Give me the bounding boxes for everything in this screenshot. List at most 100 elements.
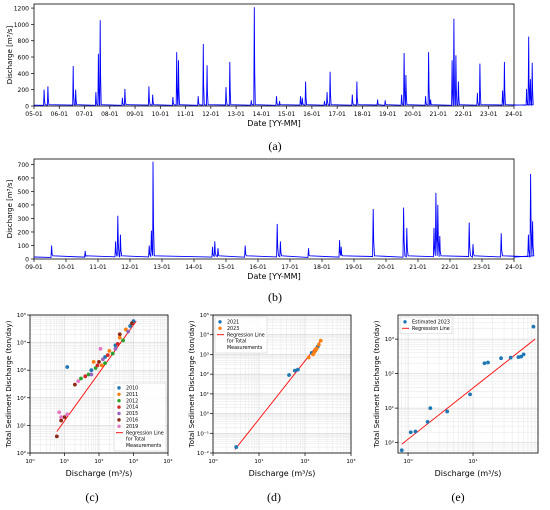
- x-tick-label: 08-01: [101, 111, 119, 118]
- x-tick-label: 10-01: [152, 111, 170, 118]
- x-tick-label: 10¹: [468, 458, 477, 465]
- x-tick-label: 12-01: [202, 111, 220, 118]
- x-tick-label: 07-01: [76, 111, 94, 118]
- panel-e: 10⁰ 10¹ 10⁰ 10¹ 10² 10³ Discharge (m³/s) Total …: [366, 307, 550, 487]
- x-tick-label: 10-01: [57, 264, 75, 271]
- data-point: [531, 324, 536, 329]
- panel-label-c: (c): [85, 490, 99, 504]
- y-tick-label: 600: [18, 175, 30, 182]
- x-tick-label: 10³: [346, 458, 355, 465]
- plot-frame: [212, 314, 352, 454]
- panel-d: 10⁰ 10¹ 10² 10³ 10⁻² 10⁻¹ 10⁰ 10¹ 10² 10³ 10⁴ 10⁵ Di…: [183, 307, 363, 487]
- legend-marker: [117, 386, 121, 390]
- x-tick-label: 20-01: [404, 111, 422, 118]
- data-point: [521, 352, 526, 357]
- data-point: [508, 355, 513, 360]
- data-point: [59, 415, 64, 419]
- x-tick-label: 19-01: [379, 111, 397, 118]
- legend-marker: [117, 392, 121, 396]
- panel-label-d: (d): [267, 490, 281, 504]
- panel-label-b: (b): [268, 290, 282, 304]
- discharge-series-line: [33, 161, 535, 259]
- data-point: [91, 359, 96, 364]
- x-tick-label: 15-01: [217, 264, 235, 271]
- x-tick-label: 24-01: [505, 264, 523, 271]
- x-axis-label: Discharge (m³/s): [66, 469, 133, 478]
- data-point: [287, 373, 291, 377]
- y-tick-label: 200: [18, 87, 30, 94]
- data-point: [54, 434, 59, 439]
- y-tick-label: 10⁵: [17, 312, 26, 319]
- y-axis-label: Total Sediment Discharge (ton/day): [372, 320, 381, 448]
- y-tick-label: 800: [18, 38, 30, 45]
- data-point: [57, 410, 62, 415]
- plot-frame: [397, 314, 539, 454]
- y-tick-label: 10⁻¹: [197, 430, 209, 437]
- x-tick-label: 14-01: [253, 111, 271, 118]
- y-tick-label: 10⁰: [385, 440, 395, 447]
- data-point: [468, 392, 472, 397]
- y-tick-label: 100: [18, 243, 30, 250]
- x-tick-label: 12-01: [121, 264, 139, 271]
- x-tick-label: 10²: [94, 458, 103, 465]
- x-tick-label: 09-01: [126, 111, 144, 118]
- data-point: [428, 406, 433, 411]
- data-point: [292, 368, 297, 373]
- x-tick-label: 16-01: [303, 111, 321, 118]
- y-tick-label: 10²: [17, 395, 26, 402]
- y-axis-label: Discharge [m³/s]: [6, 26, 14, 85]
- legend-label: Regression Line: [126, 430, 164, 436]
- x-tick-label: 13-01: [227, 111, 245, 118]
- data-point: [93, 366, 98, 370]
- legend-label: for Total: [227, 339, 246, 345]
- y-tick-label: 10⁴: [17, 340, 27, 347]
- data-point: [126, 329, 131, 334]
- y-tick-label: 500: [18, 189, 30, 196]
- y-tick-label: 10²: [200, 371, 209, 378]
- x-tick-label: 16-01: [249, 264, 267, 271]
- data-point: [306, 355, 311, 360]
- data-point: [482, 361, 487, 366]
- data-point: [295, 367, 300, 372]
- legend-marker: [117, 411, 121, 416]
- data-point: [79, 376, 83, 381]
- data-point: [62, 415, 67, 419]
- y-tick-label: 10¹: [200, 391, 209, 398]
- legend-box: [399, 316, 453, 335]
- y-tick-label: 300: [18, 216, 30, 223]
- chart-e: 10⁰ 10¹ 10⁰ 10¹ 10² 10³ Discharge (m³/s) Total …: [372, 314, 539, 478]
- x-tick-label: 13-01: [153, 264, 171, 271]
- y-tick-label: 0: [25, 257, 29, 264]
- data-point: [101, 357, 105, 362]
- data-point: [76, 379, 81, 384]
- y-tick-label: 10²: [385, 371, 394, 378]
- x-tick-label: 10⁰: [208, 458, 218, 465]
- y-tick-label: 10³: [385, 336, 394, 343]
- data-point: [314, 346, 319, 351]
- x-tick-label: 17-01: [328, 111, 346, 118]
- data-point: [117, 335, 122, 340]
- data-point: [72, 382, 77, 387]
- y-tick-label: 10⁴: [200, 332, 210, 339]
- x-tick-label: 23-01: [473, 264, 491, 271]
- x-tick-label: 22-01: [455, 111, 473, 118]
- x-tick-label: 06-01: [51, 111, 69, 118]
- legend-label: Regression Line: [227, 332, 265, 338]
- legend-label: 2023: [227, 326, 239, 332]
- chart-a: 0 200 400 600 800 1000 1200 05-01 06-01 07-01 08-0…: [6, 3, 534, 128]
- x-tick-label: 10³: [129, 458, 138, 465]
- data-point: [110, 351, 115, 356]
- y-tick-label: 10⁻²: [197, 450, 209, 457]
- data-point: [99, 363, 104, 368]
- data-point: [95, 363, 100, 368]
- legend-label: 2014: [126, 405, 138, 411]
- data-point: [408, 430, 413, 435]
- x-tick-label: 10¹: [60, 458, 69, 465]
- legend-marker: [218, 320, 222, 324]
- legend-label: 2010: [126, 385, 138, 391]
- x-tick-label: 23-01: [480, 111, 498, 118]
- y-tick-label: 10³: [200, 351, 209, 358]
- data-point: [519, 354, 524, 359]
- data-point: [98, 346, 103, 351]
- y-tick-label: 0: [25, 104, 29, 111]
